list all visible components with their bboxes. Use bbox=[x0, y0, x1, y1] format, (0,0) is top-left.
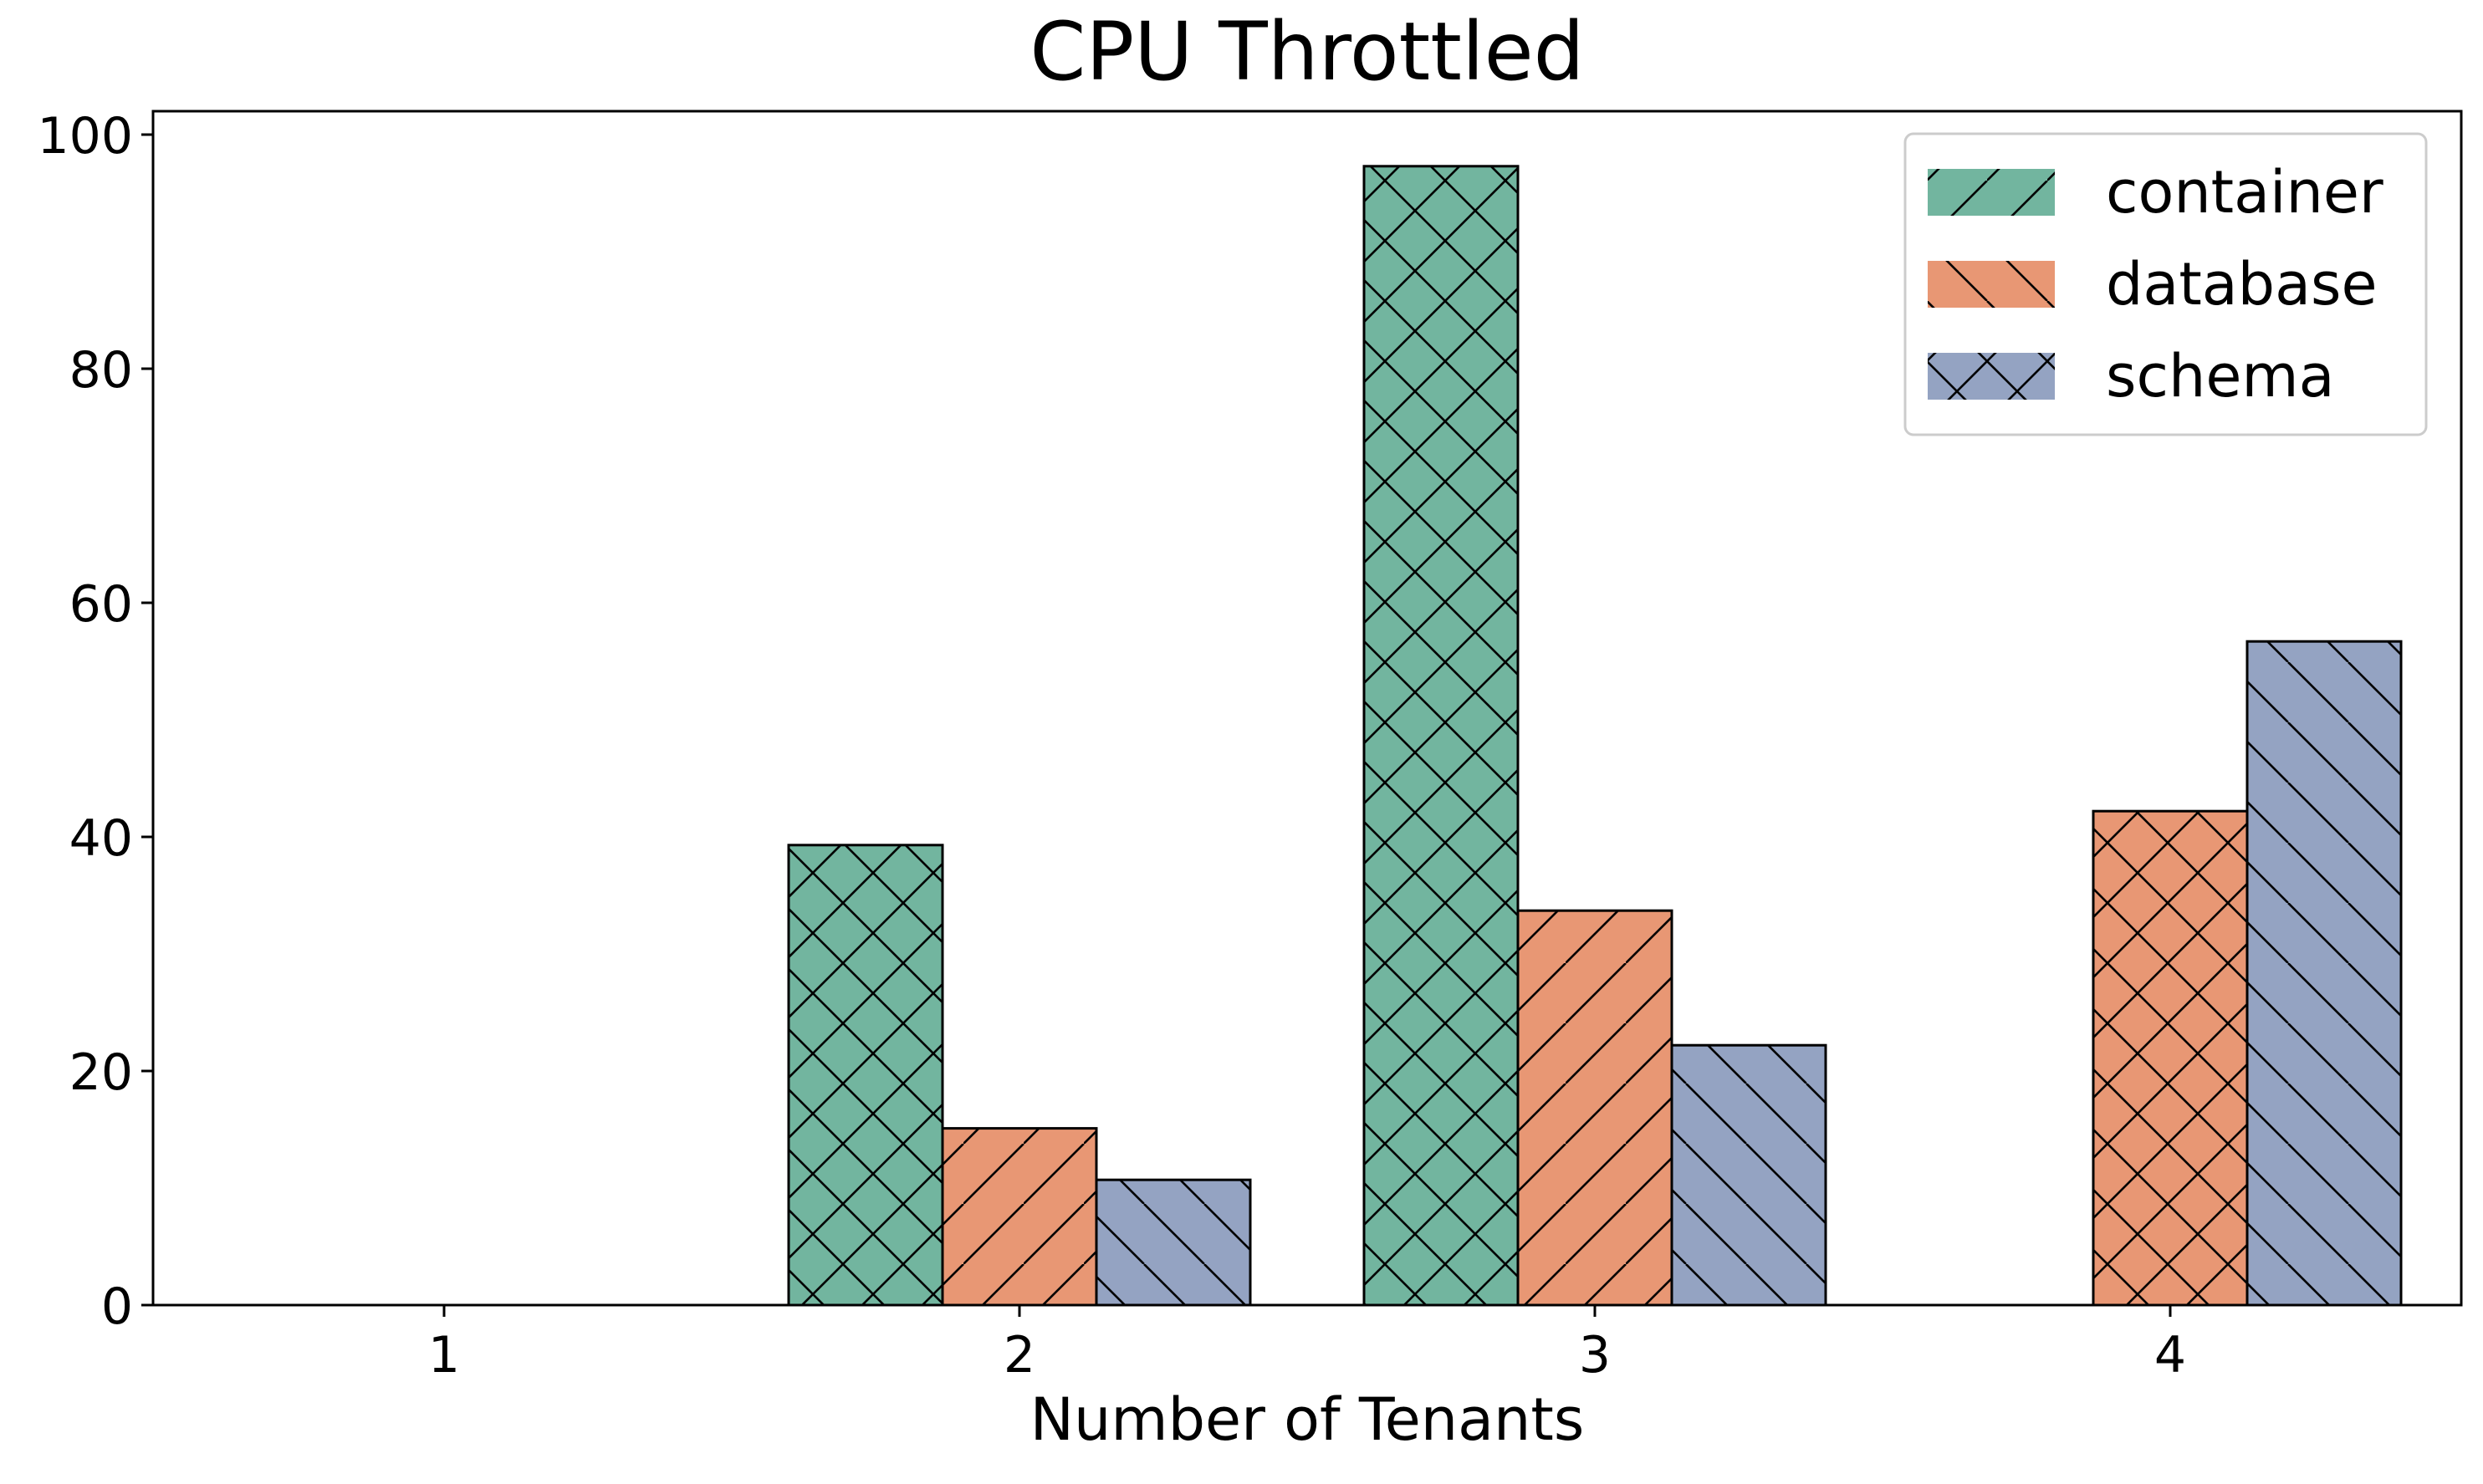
bar-database-4 bbox=[2092, 809, 2249, 1307]
legend-label-container: container bbox=[2106, 158, 2383, 227]
x-tick-label: 3 bbox=[1579, 1326, 1611, 1385]
x-tick-label: 1 bbox=[428, 1326, 460, 1385]
bar-database-2 bbox=[941, 1127, 1098, 1307]
legend-label-database: database bbox=[2106, 250, 2378, 319]
bar-database-3 bbox=[1516, 909, 1673, 1307]
chart-title: CPU Throttled bbox=[1029, 5, 1584, 99]
bar-schema-4 bbox=[2245, 640, 2403, 1307]
y-tick-label: 0 bbox=[101, 1277, 133, 1336]
x-tick-label: 2 bbox=[1004, 1326, 1035, 1385]
y-axis-ticks: 0 20 40 60 80 100 bbox=[37, 107, 153, 1336]
y-tick-label: 20 bbox=[69, 1043, 133, 1102]
y-tick-label: 40 bbox=[69, 809, 133, 868]
bars-group bbox=[787, 165, 2403, 1307]
legend: container database schema bbox=[1903, 132, 2428, 436]
bar-schema-2 bbox=[1095, 1178, 1252, 1307]
bar-container-2 bbox=[787, 844, 944, 1307]
x-axis-label: Number of Tenants bbox=[1030, 1385, 1585, 1454]
legend-swatch-container bbox=[1928, 169, 2055, 216]
y-tick-label: 100 bbox=[37, 107, 133, 166]
legend-swatch-schema bbox=[1928, 353, 2055, 400]
bar-container-3 bbox=[1362, 165, 1520, 1307]
bar-schema-3 bbox=[1670, 1043, 1827, 1307]
legend-label-schema: schema bbox=[2106, 342, 2334, 411]
y-tick-label: 80 bbox=[69, 341, 133, 400]
y-tick-label: 60 bbox=[69, 575, 133, 634]
x-axis-ticks: 1 2 3 4 bbox=[428, 1305, 2186, 1385]
plot-frame bbox=[151, 110, 2463, 1307]
legend-swatch-database bbox=[1928, 261, 2055, 308]
x-tick-label: 4 bbox=[2154, 1326, 2186, 1385]
